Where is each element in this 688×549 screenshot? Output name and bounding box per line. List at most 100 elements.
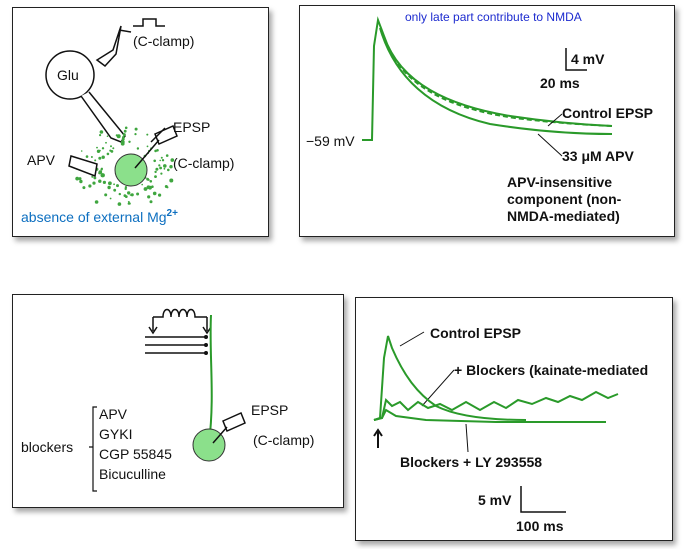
glutamate-dot [156,149,159,152]
panel-d-blocker-traces: Control EPSP + Blockers (kainate-mediate… [355,297,673,541]
control-epsp-label-d: Control EPSP [430,325,521,341]
glutamate-dot [170,158,175,162]
glutamate-dot [78,177,82,181]
blocker-bicuculline: Bicuculline [99,466,166,482]
glutamate-dot [149,200,153,204]
glutamate-dots [75,126,175,206]
glutamate-dot [128,140,131,143]
glutamate-dot [99,134,102,137]
glutamate-dot [149,180,153,183]
glutamate-dot [123,129,127,133]
glutamate-dot [107,185,111,190]
glutamate-dot [146,133,149,136]
glutamate-dot [127,191,131,195]
glutamate-dot [75,176,80,181]
glutamate-dot [164,165,167,167]
glutamate-dot [99,149,101,152]
resting-potential-label: −59 mV [306,133,355,149]
blockers-kainate-label: + Blockers (kainate-mediated [454,362,648,378]
blocker-cgp: CGP 55845 [99,446,172,462]
glutamate-dot [130,193,134,197]
glutamate-dot [152,191,157,196]
trace-ly-d [373,408,606,423]
glutamate-dot [153,159,156,163]
glutamate-dot [146,185,151,189]
glutamate-dot [106,152,110,156]
glutamate-dot [82,186,86,190]
glutamate-dot [169,178,174,183]
mg-condition-text: absence of external Mg2+ [21,208,178,225]
glutamate-dot [94,200,99,204]
trace-control-epsp-dashed [389,49,613,127]
glutamate-dot [101,147,105,150]
glutamate-dot [158,193,162,197]
glutamate-dot [91,175,94,178]
glu-bulb [45,50,95,100]
glutamate-dot [134,127,138,131]
glutamate-dot [136,192,140,196]
c-clamp-top-label: (C-clamp) [133,33,194,49]
glutamate-dot [160,172,163,175]
epsp-label-c: EPSP [251,402,288,418]
glutamate-dot [105,141,107,144]
postsynaptic-cell-c [192,428,226,462]
scale-bar-d-time: 100 ms [516,518,564,534]
panel-d-drawing: Control EPSP + Blockers (kainate-mediate… [373,325,648,534]
glutamate-dot [79,179,83,184]
glutamate-dot [163,167,166,170]
glu-label: Glu [57,67,79,83]
glutamate-dot [158,164,161,167]
glutamate-dot [129,194,132,196]
glutamate-dot [110,145,112,148]
glutamate-dot [155,167,159,171]
glutamate-dot [122,133,126,137]
apv-insensitive-line-1: APV-insensitive [507,174,612,190]
blocker-apv: APV [99,406,128,422]
glutamate-dot [92,181,96,185]
glutamate-dot [120,140,125,144]
blockers-bracket [89,406,97,492]
glutamate-dot [100,173,105,178]
glutamate-dot [159,159,161,162]
glutamate-dot [109,149,112,152]
glutamate-dot [123,194,127,198]
glutamate-dot [141,183,143,186]
glutamate-dot [109,197,112,200]
glutamate-dot [169,165,173,169]
glutamate-dot [94,159,97,162]
glutamate-dot [136,147,140,150]
trace-blockers-d [373,390,619,421]
glutamate-dot [160,156,163,159]
ly-label: Blockers + LY 293558 [400,454,542,470]
scale-bar-d-voltage: 5 mV [478,492,512,508]
glutamate-dot [104,193,108,197]
trace-apv [379,27,613,135]
scale-bar-b-voltage: 4 mV [571,51,605,67]
glutamate-dot [101,155,105,159]
glutamate-dot [159,166,163,170]
glutamate-dot [167,168,170,172]
apv-label: APV [27,152,56,168]
glutamate-dot [93,176,97,180]
glutamate-dot [116,184,119,188]
glutamate-dot [154,175,157,179]
glutamate-dot [166,186,169,189]
glutamate-dot [134,133,137,136]
stim-arrow-icon [373,428,383,448]
postsynaptic-cell [114,153,148,187]
glutamate-dot [113,183,115,186]
stim-pulse-icon [133,18,165,27]
panel-a-drawing: (C-clamp) Glu EPSP (C-clamp) APV absence… [21,18,234,225]
apv-pipette-icon [68,155,98,178]
apv-trace-label: 33 μM APV [562,148,635,164]
glutamate-dot [98,171,101,175]
afferent-fibers [145,336,205,354]
glutamate-dot [151,185,154,188]
c-clamp-right-label: (C-clamp) [173,155,234,171]
glutamate-dot [154,170,157,174]
apv-insensitive-line-2: component (non- [507,191,622,207]
glutamate-dot [161,159,165,162]
glutamate-dot [112,147,115,150]
epsp-label: EPSP [173,119,210,135]
top-pipette-icon [95,25,122,68]
